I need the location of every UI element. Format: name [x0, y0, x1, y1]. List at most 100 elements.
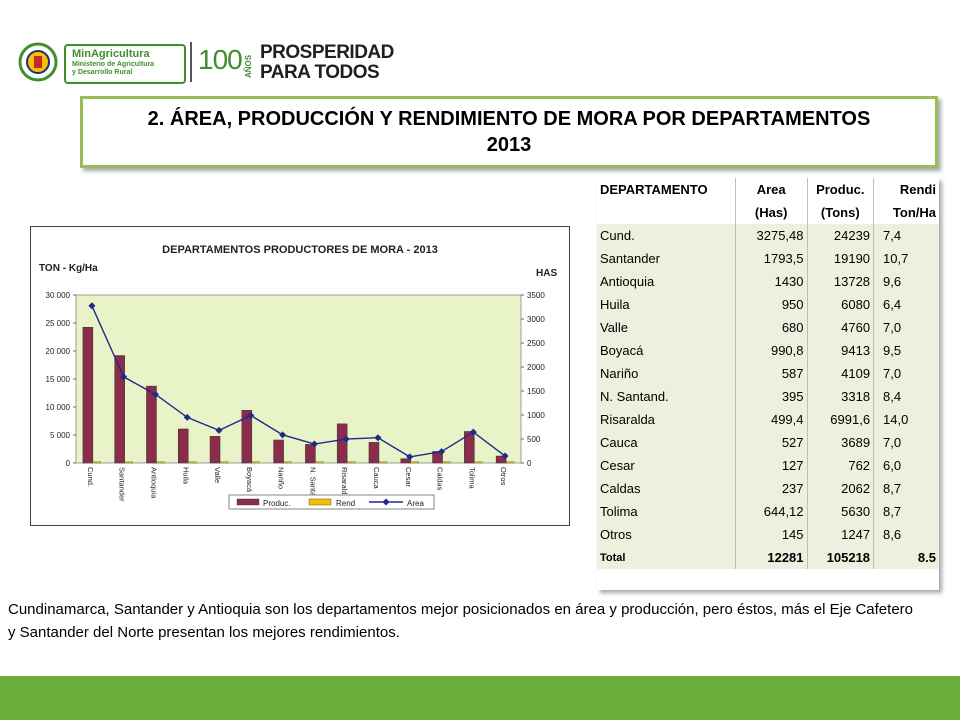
- cell-yield: 8,4: [873, 385, 939, 408]
- bar-rend: [410, 461, 419, 464]
- cell-yield: 10,7: [873, 247, 939, 270]
- cell-area: 680: [735, 316, 808, 339]
- cell-area: 145: [735, 523, 808, 546]
- total-production: 105218: [807, 546, 875, 569]
- production-chart: DEPARTAMENTOS PRODUCTORES DE MORA - 2013…: [39, 244, 557, 510]
- cell-area: 527: [735, 431, 808, 454]
- cell-department: Cund.: [597, 224, 736, 247]
- bar-produc: [82, 327, 94, 464]
- cell-production: 1247: [807, 523, 875, 546]
- legend: [228, 494, 435, 510]
- cell-department: Boyacá: [597, 339, 736, 362]
- cell-department: Cesar: [597, 454, 736, 477]
- right-tick-label: 1000: [527, 411, 545, 420]
- cell-production: 24239: [807, 224, 875, 247]
- table-row: Santander 1793,5 19190 10,7: [597, 247, 939, 270]
- bar-produc: [146, 385, 157, 464]
- yield-value: 14,0: [883, 412, 909, 427]
- cell-production: 13728: [807, 270, 875, 293]
- right-tick-label: 500: [527, 435, 541, 444]
- table-row: Boyacá 990,8 9413 9,5: [597, 339, 939, 362]
- table-row: Nariño 587 4109 7,0: [597, 362, 939, 385]
- category-label: Tolima: [467, 467, 476, 490]
- category-label: Cauca: [372, 467, 381, 490]
- footer-bar: [0, 676, 960, 720]
- bar-rend: [505, 461, 515, 464]
- bar-produc: [368, 442, 380, 464]
- subheader-production-unit: (Tons): [807, 201, 875, 224]
- left-tick-label: 25 000: [46, 319, 71, 328]
- table-header-row: DEPARTAMENTO Area Produc. Rendi: [597, 178, 939, 201]
- category-label: Nariño: [277, 467, 286, 489]
- cell-yield: 8,7: [873, 477, 939, 500]
- cell-department: Otros: [597, 523, 736, 546]
- total-label: Total: [597, 546, 736, 569]
- right-tick-label: 3000: [527, 315, 545, 324]
- cell-yield: 8,6: [873, 523, 939, 546]
- area-line: [91, 305, 506, 458]
- category-label: Huila: [181, 467, 190, 485]
- area-point: [215, 426, 223, 434]
- table-row: Valle 680 4760 7,0: [597, 316, 939, 339]
- bar-produc: [241, 410, 253, 464]
- right-tick-label: 2000: [527, 363, 545, 372]
- right-tick-label: 3500: [527, 291, 545, 300]
- cell-area: 237: [735, 477, 808, 500]
- cell-production: 4760: [807, 316, 875, 339]
- bar-rend: [219, 461, 229, 464]
- cell-yield: 7,0: [873, 362, 939, 385]
- category-label: Valle: [213, 467, 222, 483]
- chart-frame: DEPARTAMENTOS PRODUCTORES DE MORA - 2013…: [30, 226, 570, 526]
- legend-label-produc: Produc.: [263, 499, 291, 508]
- area-point: [438, 448, 446, 456]
- legend-marker-area: [382, 498, 390, 506]
- cell-area: 3275,48: [735, 224, 808, 247]
- area-point: [88, 302, 96, 310]
- legend-label-rend: Rend: [336, 499, 355, 508]
- yield-value: 8,6: [883, 527, 902, 542]
- yield-value: 6,4: [883, 297, 902, 312]
- cell-yield: 6,4: [873, 293, 939, 316]
- cell-area: 127: [735, 454, 808, 477]
- left-tick-label: 5 000: [50, 431, 71, 440]
- table-row: Antioquia 1430 13728 9,6: [597, 270, 939, 293]
- bar-rend: [474, 461, 483, 464]
- category-label: Cund.: [86, 467, 95, 487]
- right-tick-label: 2500: [527, 339, 545, 348]
- bar-produc: [400, 458, 411, 464]
- yield-value: 9,6: [883, 274, 902, 289]
- table-total-row: Total 12281 105218 8.5: [597, 546, 939, 569]
- bar-produc: [305, 444, 316, 464]
- yield-value: 7,0: [883, 320, 902, 335]
- subheader-yield-unit: Ton/Ha: [873, 201, 939, 224]
- category-label: Cesar: [404, 467, 413, 488]
- cell-production: 762: [807, 454, 875, 477]
- left-tick-label: 20 000: [46, 347, 71, 356]
- cell-production: 6080: [807, 293, 875, 316]
- left-tick-label: 30 000: [46, 291, 71, 300]
- logo-divider: [190, 42, 192, 82]
- yield-value: 6,0: [883, 458, 902, 473]
- summary-paragraph: Cundinamarca, Santander y Antioquia son …: [8, 601, 913, 641]
- department-table: DEPARTAMENTO Area Produc. Rendi (Has) (T…: [597, 178, 939, 590]
- cell-yield: 7,0: [873, 316, 939, 339]
- table-subheader-row: (Has) (Tons) Ton/Ha: [597, 201, 939, 224]
- cell-area: 950: [735, 293, 808, 316]
- bar-rend: [378, 461, 388, 464]
- area-point: [310, 440, 318, 448]
- header-department: DEPARTAMENTO: [597, 178, 736, 201]
- bar-rend: [124, 461, 133, 464]
- bar-produc: [336, 423, 348, 464]
- bar-rend: [283, 461, 292, 464]
- cell-production: 2062: [807, 477, 875, 500]
- right-axis-label: HAS: [536, 268, 557, 279]
- header-area: Area: [735, 178, 808, 201]
- bar-produc: [464, 431, 475, 464]
- bar-rend: [251, 461, 260, 464]
- legend-swatch-produc: [236, 498, 260, 506]
- right-tick-label: 0: [527, 459, 532, 468]
- cell-department: N. Santand.: [597, 385, 736, 408]
- yield-value: 8,4: [883, 389, 902, 404]
- category-label: Risaralda: [340, 467, 349, 500]
- bar-rend: [315, 461, 324, 464]
